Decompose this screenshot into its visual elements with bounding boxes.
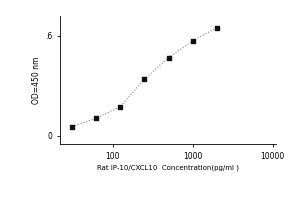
Point	[118, 105, 123, 108]
Point	[166, 56, 171, 59]
Point	[214, 26, 219, 29]
Point	[94, 117, 99, 120]
Point	[70, 125, 75, 128]
Point	[142, 78, 147, 81]
X-axis label: Rat IP-10/CXCL10  Concentration(pg/ml ): Rat IP-10/CXCL10 Concentration(pg/ml )	[97, 165, 239, 171]
Point	[190, 39, 195, 43]
Y-axis label: OD=450 nm: OD=450 nm	[32, 56, 41, 104]
